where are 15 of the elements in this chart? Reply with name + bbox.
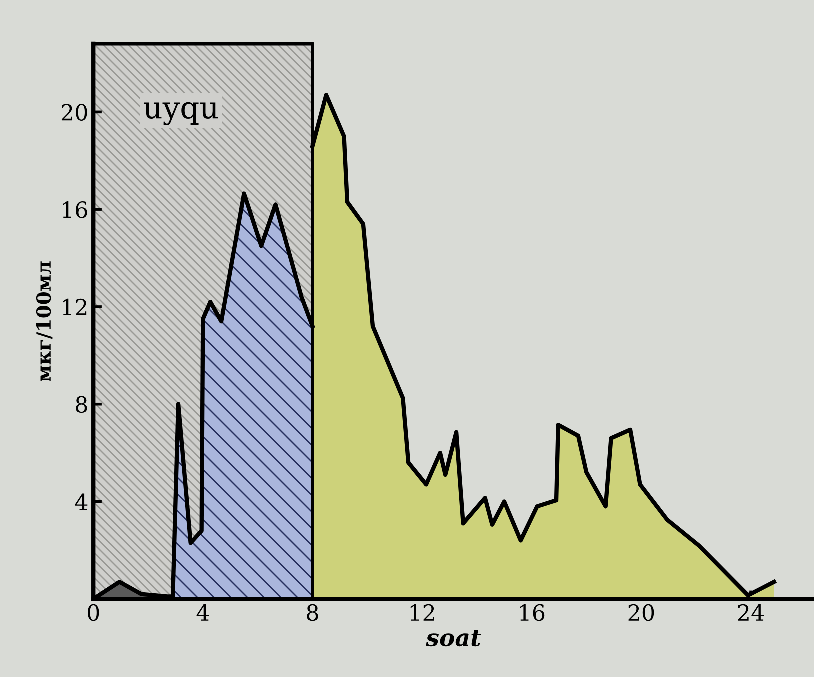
y-tick-label: 20 xyxy=(62,104,88,121)
x-tick-label: 0 xyxy=(88,604,100,622)
y-tick-label: 4 xyxy=(75,494,88,510)
x-axis-title: soat xyxy=(426,630,482,647)
x-tick-label: 4 xyxy=(196,604,210,621)
band-label: uyqu xyxy=(144,102,218,126)
y-tick-label: 12 xyxy=(63,298,87,316)
y-axis-title: мкг/100мл xyxy=(36,262,53,382)
x-tick-label: 12 xyxy=(410,604,434,621)
x-tick-label: 24 xyxy=(738,604,764,621)
y-tick-label: 8 xyxy=(76,396,88,414)
x-tick-label: 8 xyxy=(307,604,318,622)
x-tick-label: 16 xyxy=(520,604,545,622)
y-tick-label: 16 xyxy=(63,202,88,218)
x-tick-label: 20 xyxy=(628,604,654,622)
